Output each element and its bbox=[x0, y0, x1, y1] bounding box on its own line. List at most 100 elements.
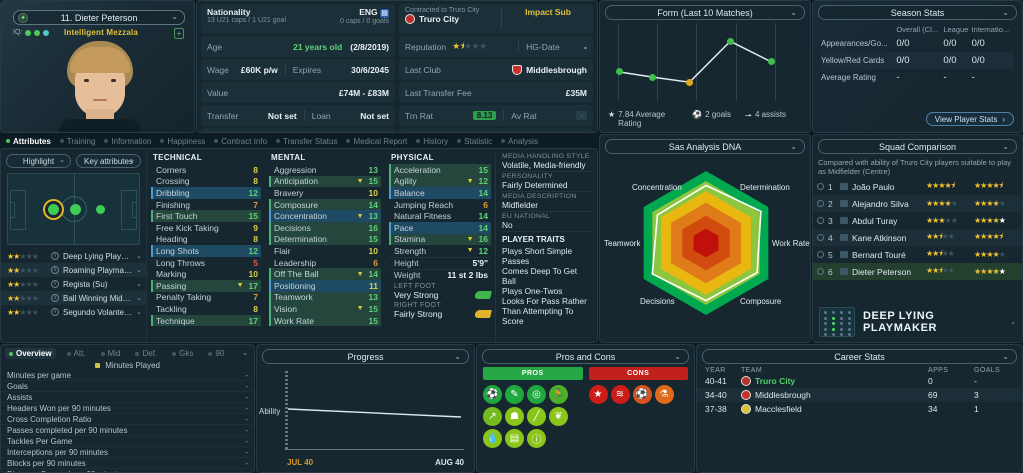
overview-tab-overview[interactable]: Overview bbox=[5, 348, 56, 359]
squad-comparison-dropdown[interactable]: Squad Comparison ⌄ bbox=[818, 139, 1017, 154]
chevron-down-icon[interactable]: ⌄ bbox=[1002, 8, 1009, 17]
role-row[interactable]: ★★★★★ i Deep Lying Playma... ⌄ bbox=[1, 249, 146, 263]
player-nav-tabs[interactable]: Attributes Training Information Happiness Co… bbox=[0, 134, 598, 148]
role-footer-bar[interactable]: DEEP LYING PLAYMAKER ⌄ bbox=[813, 302, 1022, 342]
dna-panel-dropdown[interactable]: Sas Analysis DNA ⌄ bbox=[605, 139, 805, 154]
chevron-down-icon[interactable]: ⌄ bbox=[242, 350, 248, 357]
brain-icon[interactable]: ☗ bbox=[505, 407, 524, 426]
nav-tab-information[interactable]: Information bbox=[104, 137, 151, 146]
overview-tab-gks[interactable]: Gks bbox=[168, 348, 197, 359]
clipboard-icon[interactable]: ✎ bbox=[505, 385, 524, 404]
squad-comparison-row[interactable]: 2 Alejandro Silva ★★★★★ ★★★★★ bbox=[813, 195, 1022, 212]
career-stat-row[interactable]: 34-40 Middlesbrough 69 3 bbox=[697, 388, 1022, 402]
chevron-down-icon[interactable]: ⌄ bbox=[1010, 319, 1016, 326]
chevron-down-icon[interactable]: ⌄ bbox=[136, 253, 142, 260]
career-team[interactable]: Macclesfield bbox=[755, 404, 802, 414]
player-name[interactable]: João Paulo bbox=[852, 181, 895, 192]
select-radio[interactable] bbox=[817, 183, 824, 190]
trend-up-icon[interactable]: ↗ bbox=[483, 407, 502, 426]
club-name[interactable]: Truro City bbox=[419, 14, 460, 24]
form-point[interactable] bbox=[686, 78, 694, 86]
chevron-down-icon[interactable]: ⌄ bbox=[136, 295, 142, 302]
info-icon[interactable]: i bbox=[51, 252, 59, 260]
chevron-down-icon[interactable]: ⌄ bbox=[674, 352, 681, 361]
add-note-icon[interactable]: + bbox=[174, 28, 184, 39]
player-name[interactable]: Kane Atkinson bbox=[852, 232, 907, 243]
select-radio[interactable] bbox=[817, 234, 824, 241]
key-attributes-dropdown[interactable]: Key attributes ⌄ bbox=[76, 154, 141, 168]
chevron-down-icon[interactable]: ⌄ bbox=[454, 352, 461, 361]
info-icon[interactable]: i bbox=[51, 308, 59, 316]
chevron-down-icon[interactable]: ⌄ bbox=[1002, 142, 1009, 151]
chevron-down-icon[interactable]: ⌄ bbox=[1002, 352, 1009, 361]
role-row[interactable]: ★★★★★ i Ball Winning Midfi... ⌄ bbox=[1, 291, 146, 305]
form-point[interactable] bbox=[649, 73, 657, 81]
form-panel-dropdown[interactable]: Form (Last 10 Matches) ⌄ bbox=[605, 5, 805, 20]
select-radio[interactable] bbox=[817, 268, 824, 275]
career-team[interactable]: Truro City bbox=[755, 376, 796, 386]
season-stats-dropdown[interactable]: Season Stats ⌄ bbox=[818, 5, 1017, 20]
squad-comparison-row[interactable]: 4 Kane Atkinson ★★⯨★★ ★★★★⯨ bbox=[813, 229, 1022, 246]
ruler-icon[interactable]: ╱ bbox=[527, 407, 546, 426]
info-icon[interactable]: i bbox=[51, 266, 59, 274]
career-team[interactable]: Middlesbrough bbox=[755, 390, 811, 400]
nav-tab-training[interactable]: Training bbox=[59, 137, 95, 146]
select-radio[interactable] bbox=[817, 251, 824, 258]
chevron-down-icon[interactable]: ⌄ bbox=[136, 309, 142, 316]
form-point[interactable] bbox=[726, 37, 734, 45]
wings-icon[interactable]: ❦ bbox=[549, 407, 568, 426]
player-name-selector[interactable]: ✦ 11. Dieter Peterson ⌄ bbox=[13, 10, 185, 25]
boot-ball-icon[interactable]: ⚽ bbox=[632, 385, 652, 404]
nav-tab-analysis[interactable]: Analysis bbox=[501, 137, 538, 146]
squad-comparison-row[interactable]: 5 Bernard Touré ★★⯨★★ ★★★★★ bbox=[813, 246, 1022, 263]
nav-tab-statistic[interactable]: Statistic bbox=[457, 137, 492, 146]
drop-icon[interactable]: 💧 bbox=[483, 429, 502, 448]
fitness-icon[interactable]: ⓘ bbox=[527, 429, 546, 448]
overview-tab-def[interactable]: Def. bbox=[131, 348, 161, 359]
info-icon[interactable]: i bbox=[51, 280, 59, 288]
nav-tab-history[interactable]: History bbox=[416, 137, 448, 146]
nav-tab-happiness[interactable]: Happiness bbox=[160, 137, 205, 146]
player-name[interactable]: Bernard Touré bbox=[852, 249, 906, 260]
role-row[interactable]: ★★★★★ i Regista (Su) ⌄ bbox=[1, 277, 146, 291]
target-icon[interactable]: ◎ bbox=[527, 385, 546, 404]
overview-tabs[interactable]: Overview Att. Mid Def. Gks 90 ⌄ bbox=[1, 345, 254, 359]
overview-tab-mid[interactable]: Mid bbox=[97, 348, 125, 359]
chevron-down-icon[interactable]: ⌄ bbox=[790, 142, 797, 151]
run-icon[interactable]: 🏃 bbox=[549, 385, 568, 404]
player-name[interactable]: Dieter Peterson bbox=[852, 266, 912, 277]
view-player-stats-button[interactable]: View Player Stats › bbox=[925, 112, 1014, 126]
nav-tab-medical-report[interactable]: Medical Report bbox=[346, 137, 407, 146]
chevron-down-icon[interactable]: ⌄ bbox=[129, 157, 135, 164]
player-name[interactable]: Alejandro Silva bbox=[852, 198, 909, 209]
overview-tab-att[interactable]: Att. bbox=[63, 348, 90, 359]
nav-tab-attributes[interactable]: Attributes bbox=[6, 137, 51, 146]
squad-comparison-row[interactable]: 6 Dieter Peterson ★★⯨★★ ★★★★★ bbox=[813, 263, 1022, 280]
career-stat-row[interactable]: 37-38 Macclesfield 34 1 bbox=[697, 402, 1022, 416]
chevron-down-icon[interactable]: ⌄ bbox=[171, 12, 178, 21]
career-stats-dropdown[interactable]: Career Stats ⌄ bbox=[702, 349, 1017, 364]
highlight-dropdown[interactable]: Highlight ⌄ bbox=[6, 154, 71, 168]
zigzag-icon[interactable]: ≋ bbox=[610, 385, 630, 404]
nav-tab-contract-info[interactable]: Contract Info bbox=[214, 137, 267, 146]
squad-comparison-row[interactable]: 1 João Paulo ★★★★⯨ ★★★★⯨ bbox=[813, 178, 1022, 195]
progress-dropdown[interactable]: Progress ⌄ bbox=[262, 349, 469, 364]
pros-cons-dropdown[interactable]: Pros and Cons ⌄ bbox=[482, 349, 689, 364]
overview-tab-90[interactable]: 90 bbox=[204, 348, 228, 359]
info-icon[interactable]: i bbox=[51, 294, 59, 302]
boot-ball-icon[interactable]: ⚽ bbox=[483, 385, 502, 404]
chevron-down-icon[interactable]: ⌄ bbox=[136, 267, 142, 274]
player-name[interactable]: Abdul Turay bbox=[852, 215, 898, 226]
chevron-down-icon[interactable]: ⌄ bbox=[790, 8, 797, 17]
career-stat-row[interactable]: 40-41 Truro City 0 - bbox=[697, 374, 1022, 388]
career-stats-rows[interactable]: 40-41 Truro City 0 - 34-40 Middlesbrough 69 3 37… bbox=[697, 374, 1022, 416]
chevron-down-icon[interactable]: ⌄ bbox=[136, 281, 142, 288]
role-row[interactable]: ★★★★★ i Segundo Volante (S... ⌄ bbox=[1, 305, 146, 319]
select-radio[interactable] bbox=[817, 217, 824, 224]
chevron-down-icon[interactable]: ⌄ bbox=[59, 157, 65, 164]
nav-tab-transfer-status[interactable]: Transfer Status bbox=[276, 137, 337, 146]
role-row[interactable]: ★★★★★ i Roaming Playmake... ⌄ bbox=[1, 263, 146, 277]
form-point[interactable] bbox=[767, 58, 775, 66]
squad-comparison-list[interactable]: 1 João Paulo ★★★★⯨ ★★★★⯨ 2 Alejandro Silva ★★★… bbox=[813, 178, 1022, 280]
notes-icon[interactable]: ▤ bbox=[505, 429, 524, 448]
